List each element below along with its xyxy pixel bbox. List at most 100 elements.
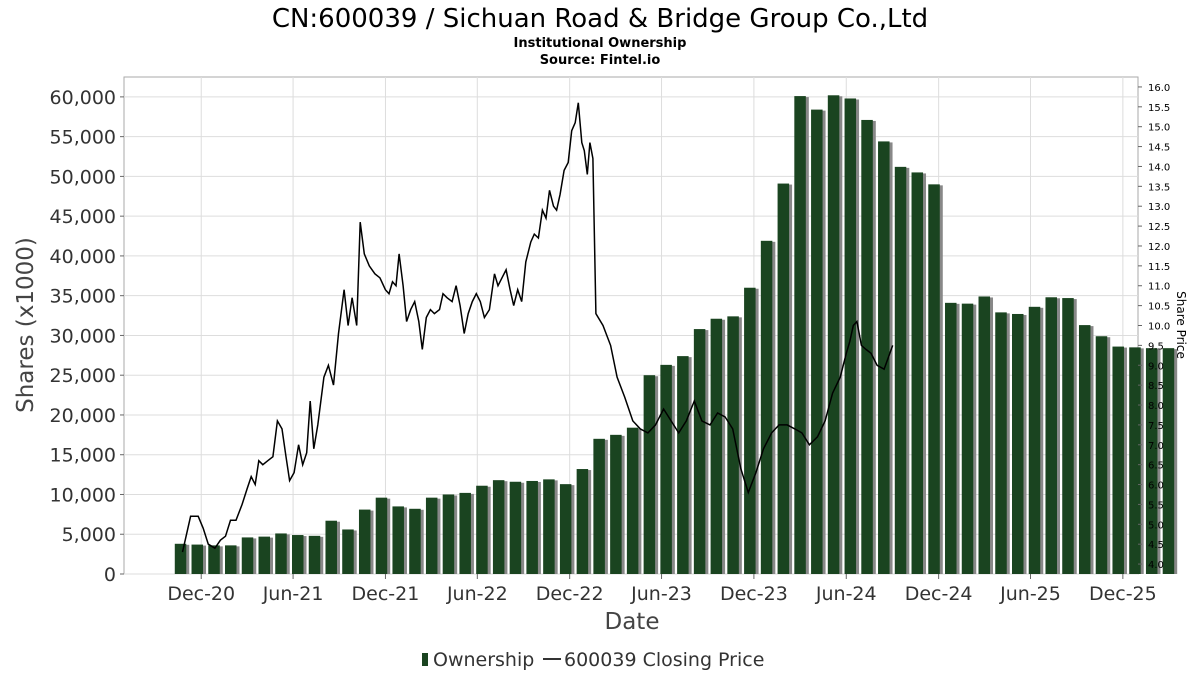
ownership-bar [995,312,1007,574]
ownership-bar [1112,346,1124,574]
ownership-bar [978,296,991,574]
ownership-bar [476,485,488,574]
ownership-bar [727,316,739,574]
ownership-bar [526,480,538,574]
ownership-bar [1045,297,1057,574]
y2-tick-label: 7.5 [1148,421,1164,432]
y2-tick-label: 12.0 [1148,242,1170,253]
y-tick-label: 35,000 [50,286,116,308]
x-tick-label: Jun-21 [262,583,324,605]
ownership-bar [258,536,271,574]
ownership-bar [827,95,840,574]
y-tick-label: 25,000 [50,365,116,387]
y2-tick-label: 10.0 [1148,322,1170,333]
ownership-bar [660,364,672,574]
ownership-bar [576,469,589,574]
x-tick-label: Dec-23 [720,583,788,605]
ownership-bar [878,141,890,574]
ownership-bar [677,356,689,574]
ownership-bar [911,172,924,574]
y2-tick-label: 10.5 [1148,302,1170,313]
y2-tick-label: 14.5 [1148,143,1170,154]
ownership-bar [492,480,505,574]
y-tick-label: 15,000 [50,445,116,467]
chart-subtitle-2: Source: Fintel.io [540,53,661,68]
ownership-bar [710,318,723,574]
ownership-bar [811,109,823,574]
y2-tick-label: 9.0 [1148,361,1164,372]
ownership-bar [459,492,471,574]
y2-tick-label: 14.0 [1148,162,1170,173]
ownership-bar [1062,298,1074,574]
ownership-bar [760,240,773,574]
ownership-bar [325,520,337,574]
y2-tick-label: 5.5 [1148,500,1164,511]
x-tick-label: Dec-24 [905,583,973,605]
ownership-bar [409,508,421,574]
ownership-bar [358,509,371,574]
ownership-bar [945,302,957,574]
y-tick-label: 40,000 [50,246,116,268]
ownership-bar [392,506,404,574]
ownership-bar [241,537,254,574]
y2-tick-label: 11.0 [1148,282,1170,293]
ownership-bar [425,497,438,574]
y2-tick-label: 13.5 [1148,182,1170,193]
ownership-bar [643,375,656,574]
ownership-bar [777,183,790,574]
y2-tick-label: 12.5 [1148,222,1170,233]
legend-ownership-label: Ownership [433,649,534,671]
y-axis-left: 0 5,000 10,000 15,000 20,000 25,000 30,000 35,0… [50,87,124,586]
ownership-bar [928,184,940,575]
x-tick-label: Dec-25 [1089,583,1157,605]
ownership-bar [191,544,204,574]
ownership-bar [961,303,974,574]
ownership-bar [1129,347,1141,574]
ownership-bar [861,119,873,575]
x-tick-label: Dec-22 [536,583,604,605]
y2-tick-label: 15.0 [1148,123,1170,134]
ownership-bar [291,535,304,574]
legend-bar-swatch [422,653,428,666]
ownership-bar [375,497,388,574]
ownership-bar [1162,348,1175,574]
x-tick-label: Dec-21 [352,583,420,605]
chart-title: CN:600039 / Sichuan Road & Bridge Group … [272,4,928,34]
ownership-bar [174,543,187,574]
price-line [181,102,894,553]
x-tick-label: Dec-20 [167,583,235,605]
ownership-bar [693,329,706,574]
x-tick-label: Jun-23 [630,583,692,605]
ownership-bar [1078,325,1091,574]
y-tick-label: 5,000 [62,524,116,546]
legend: Ownership 600039 Closing Price [422,649,764,671]
ownership-bar [543,479,555,574]
y-axis-right: 4.0 4.5 5.0 5.5 6.0 6.5 7.0 7.5 8.0 8.5 9.0 9.5 10.0… [1138,83,1170,571]
ownership-bar [894,166,907,574]
y2-tick-label: 6.5 [1148,461,1164,472]
ownership-bar [610,434,622,574]
y2-axis-label: Share Price [1174,291,1188,359]
ownership-bar [744,287,756,574]
y2-tick-label: 7.0 [1148,441,1164,452]
y2-tick-label: 8.0 [1148,401,1164,412]
x-axis: Dec-20 Jun-21 Dec-21 Jun-22 Dec-22 Jun-23 Dec-… [167,574,1157,605]
x-tick-label: Jun-22 [446,583,508,605]
ownership-bar [593,438,605,574]
y2-tick-label: 16.0 [1148,83,1170,94]
ownership-bar [1011,313,1024,574]
ownership-bar [1028,306,1041,574]
y2-tick-label: 8.5 [1148,381,1164,392]
x-tick-label: Jun-25 [999,583,1061,605]
y-tick-label: 30,000 [50,325,116,347]
legend-price-label: 600039 Closing Price [564,649,764,671]
x-tick-label: Jun-24 [815,583,877,605]
y2-tick-label: 15.5 [1148,103,1170,114]
ownership-bar [208,545,220,574]
ownership-bar [1145,348,1158,574]
y-tick-label: 50,000 [50,166,116,188]
x-axis-label: Date [605,609,660,635]
y-tick-label: 0 [104,564,116,586]
ownership-bar [308,535,321,574]
